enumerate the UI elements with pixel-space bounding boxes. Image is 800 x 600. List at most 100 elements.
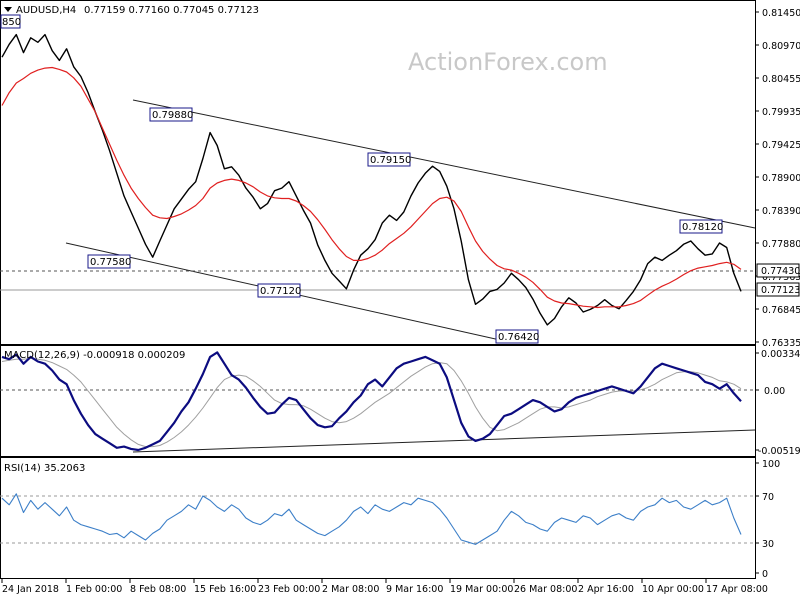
price-series bbox=[1, 33, 742, 326]
rsi-tick: 70 bbox=[755, 492, 774, 503]
macd-header: MACD(12,26,9) -0.000918 0.000209 bbox=[4, 350, 185, 361]
svg-text:0.76845: 0.76845 bbox=[762, 305, 800, 316]
rsi-tick: 0 bbox=[755, 569, 768, 580]
svg-text:0.81450: 0.81450 bbox=[762, 8, 800, 19]
svg-text:850: 850 bbox=[2, 17, 21, 28]
macd-series bbox=[1, 351, 742, 452]
svg-text:30: 30 bbox=[762, 539, 774, 550]
watermark: ActionForex.com bbox=[408, 48, 608, 76]
svg-text:17 Apr 08:00: 17 Apr 08:00 bbox=[706, 584, 768, 595]
svg-text:0.79150: 0.79150 bbox=[370, 155, 411, 166]
date-tick: 8 Feb 08:00 bbox=[129, 579, 186, 595]
price-tick: 0.80970 bbox=[755, 41, 800, 52]
svg-text:0.77880: 0.77880 bbox=[762, 239, 800, 250]
annotation-0.76420: 0.76420 bbox=[495, 329, 539, 344]
chart-header: AUDUSD,H4 0.77159 0.77160 0.77045 0.7712… bbox=[4, 5, 259, 16]
price-pane-frame bbox=[0, 0, 756, 345]
price-line bbox=[1, 33, 742, 326]
date-tick: 10 Apr 00:00 bbox=[641, 579, 704, 595]
macd-line bbox=[1, 351, 742, 452]
symbol-label: AUDUSD,H4 bbox=[16, 5, 76, 16]
svg-text:23 Feb 00:00: 23 Feb 00:00 bbox=[258, 584, 320, 595]
macd-tick: -0.005197 bbox=[755, 446, 800, 457]
date-tick: 2 Mar 08:00 bbox=[321, 579, 379, 595]
price-tick: 0.76335 bbox=[755, 338, 800, 349]
svg-text:100: 100 bbox=[762, 459, 780, 470]
svg-text:9 Mar 16:00: 9 Mar 16:00 bbox=[386, 584, 443, 595]
price-tick: 0.78390 bbox=[755, 206, 800, 217]
rsi-axis: 100 70 30 0 bbox=[755, 459, 780, 580]
price-tick: 0.77880 bbox=[755, 239, 800, 250]
svg-text:0.76420: 0.76420 bbox=[498, 332, 539, 343]
macd-pane-frame bbox=[0, 345, 756, 457]
triangle-down-icon[interactable] bbox=[4, 7, 12, 12]
date-tick: 17 Apr 08:00 bbox=[705, 579, 768, 595]
svg-text:10 Apr 00:00: 10 Apr 00:00 bbox=[642, 584, 704, 595]
current-price-tag: 0.77123 bbox=[756, 282, 800, 297]
svg-text:0.76335: 0.76335 bbox=[762, 338, 800, 349]
ohlc-values: 0.77159 0.77160 0.77045 0.77123 bbox=[84, 5, 259, 16]
svg-text:19 Mar 00:00: 19 Mar 00:00 bbox=[450, 584, 513, 595]
annotation-0.79880: 0.79880 bbox=[149, 107, 193, 122]
upper-channel-line bbox=[132, 99, 756, 229]
svg-text:0.79425: 0.79425 bbox=[762, 140, 800, 151]
svg-text:70: 70 bbox=[762, 492, 774, 503]
date-tick: 19 Mar 00:00 bbox=[449, 579, 513, 595]
svg-text:24 Jan 2018: 24 Jan 2018 bbox=[2, 584, 59, 595]
svg-text:0.77430: 0.77430 bbox=[761, 266, 800, 277]
svg-text:0.77120: 0.77120 bbox=[260, 286, 301, 297]
annotation-850: 850 bbox=[0, 14, 21, 29]
price-tick: 0.79425 bbox=[755, 140, 800, 151]
annotation-0.78120: 0.78120 bbox=[679, 219, 723, 234]
macd-signal-line bbox=[1, 357, 742, 448]
level-tag: 0.77430 bbox=[756, 263, 800, 278]
rsi-series bbox=[1, 493, 742, 545]
date-tick: 23 Feb 00:00 bbox=[257, 579, 320, 595]
svg-text:0: 0 bbox=[762, 569, 768, 580]
macd-trend-line bbox=[132, 429, 756, 453]
svg-text:0.78900: 0.78900 bbox=[762, 173, 800, 184]
date-tick: 9 Mar 16:00 bbox=[385, 579, 443, 595]
price-axis: 0.81450 0.80970 0.80455 0.79935 0.79425 … bbox=[755, 8, 800, 349]
price-tick: 0.78900 bbox=[755, 173, 800, 184]
svg-text:0.80970: 0.80970 bbox=[762, 41, 800, 52]
date-tick: 1 Feb 00:00 bbox=[65, 579, 122, 595]
rsi-tick: 30 bbox=[755, 539, 774, 550]
svg-text:0.77580: 0.77580 bbox=[90, 257, 131, 268]
svg-text:0.77123: 0.77123 bbox=[761, 285, 800, 296]
macd-axis: 0.003345 0.00 -0.005197 bbox=[755, 349, 800, 457]
annotation-0.79150: 0.79150 bbox=[367, 152, 411, 167]
rsi-line bbox=[1, 493, 742, 545]
svg-text:0.78120: 0.78120 bbox=[682, 222, 723, 233]
svg-text:-0.005197: -0.005197 bbox=[758, 446, 800, 457]
moving-average-line bbox=[1, 66, 742, 309]
date-tick: 26 Mar 08:00 bbox=[513, 579, 577, 595]
price-tick: 0.80455 bbox=[755, 74, 800, 85]
svg-text:0.003345: 0.003345 bbox=[761, 349, 800, 360]
svg-text:26 Mar 08:00: 26 Mar 08:00 bbox=[514, 584, 577, 595]
date-tick: 2 Apr 16:00 bbox=[577, 579, 634, 595]
pane-frames bbox=[0, 0, 756, 579]
macd-tick: 0.00 bbox=[755, 386, 785, 397]
date-tick: 24 Jan 2018 bbox=[1, 579, 59, 595]
svg-text:2 Mar 08:00: 2 Mar 08:00 bbox=[322, 584, 379, 595]
macd-tick: 0.003345 bbox=[755, 349, 800, 360]
svg-text:1 Feb 00:00: 1 Feb 00:00 bbox=[66, 584, 122, 595]
level-lines bbox=[0, 270, 755, 544]
price-tick: 0.76845 bbox=[755, 305, 800, 316]
svg-text:15 Feb 16:00: 15 Feb 16:00 bbox=[194, 584, 256, 595]
svg-text:0.00: 0.00 bbox=[764, 386, 785, 397]
date-tick: 15 Feb 16:00 bbox=[193, 579, 256, 595]
rsi-tick: 100 bbox=[755, 459, 780, 470]
annotation-0.77580: 0.77580 bbox=[87, 254, 131, 269]
annotation-0.77120: 0.77120 bbox=[257, 283, 301, 298]
svg-text:2 Apr 16:00: 2 Apr 16:00 bbox=[578, 584, 634, 595]
price-annotations: 850 0.79880 0.77580 0.79150 0.77120 0.76… bbox=[0, 14, 723, 344]
svg-text:0.80455: 0.80455 bbox=[762, 74, 800, 85]
svg-text:8 Feb 08:00: 8 Feb 08:00 bbox=[130, 584, 186, 595]
rsi-header: RSI(14) 35.2063 bbox=[4, 463, 85, 474]
price-tick: 0.81450 bbox=[755, 8, 800, 19]
rsi-pane-frame bbox=[0, 457, 756, 579]
svg-text:0.78390: 0.78390 bbox=[762, 206, 800, 217]
